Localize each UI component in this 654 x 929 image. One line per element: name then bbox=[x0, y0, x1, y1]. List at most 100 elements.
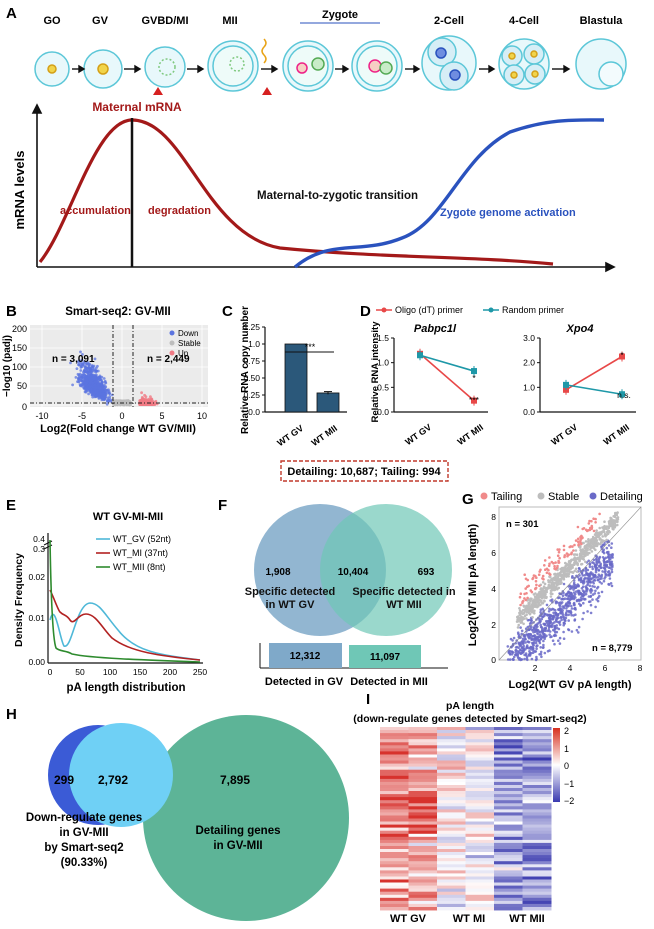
g-point-stable bbox=[567, 566, 571, 570]
heatmap-cell bbox=[437, 864, 466, 868]
i-col-mi: WT MI bbox=[453, 913, 485, 925]
heatmap-cell bbox=[522, 781, 552, 786]
heatmap-cell bbox=[380, 876, 409, 880]
c-ytick: 0.50 bbox=[243, 373, 260, 383]
g-point-detailing bbox=[573, 618, 577, 621]
g-point-detailing bbox=[608, 558, 611, 561]
panel-a-axes bbox=[31, 103, 616, 273]
g-point-tailing bbox=[545, 571, 549, 575]
volcano-xticks: -10 -5 0 5 10 bbox=[35, 411, 207, 421]
heatmap-cell bbox=[408, 742, 438, 746]
g-point-detailing bbox=[566, 605, 570, 608]
heatmap-cell bbox=[437, 897, 466, 902]
embryo-cells bbox=[34, 35, 627, 92]
g-point-detailing bbox=[579, 593, 583, 596]
panel-label-d: D bbox=[360, 303, 371, 320]
g-point-detailing bbox=[608, 566, 612, 570]
heatmap-cell bbox=[380, 742, 409, 746]
heatmap-cell bbox=[522, 846, 552, 850]
xtick: 2 bbox=[533, 663, 538, 673]
volcano-point-down bbox=[90, 388, 93, 391]
heatmap-cell bbox=[408, 727, 438, 731]
g-point-tailing bbox=[537, 573, 541, 576]
g-point-stable bbox=[587, 545, 591, 548]
g-point-stable bbox=[549, 595, 553, 598]
g-point-stable bbox=[545, 595, 548, 599]
heatmap-cell bbox=[522, 830, 552, 835]
g-point-detailing bbox=[564, 604, 568, 607]
g-point-tailing bbox=[558, 556, 561, 560]
g-point-stable bbox=[528, 601, 531, 605]
heatmap-cell bbox=[465, 858, 495, 862]
d1-sig-oligo: *** bbox=[469, 395, 480, 405]
volcano-point-down bbox=[96, 389, 100, 392]
g-point-detailing bbox=[585, 577, 589, 580]
e-ylabel: Density Frequency bbox=[13, 553, 25, 647]
g-point-detailing bbox=[539, 650, 543, 654]
g-point-stable bbox=[520, 619, 523, 622]
d2-point bbox=[619, 391, 625, 398]
g-point-detailing bbox=[518, 656, 521, 660]
volcano-point-stable bbox=[118, 403, 122, 407]
xtick: 0 bbox=[119, 411, 124, 421]
g-point-stable bbox=[567, 574, 570, 578]
c-sig-label: *** bbox=[305, 342, 316, 352]
heatmap-cell bbox=[437, 821, 466, 825]
xtick: -5 bbox=[78, 411, 86, 421]
g-point-stable bbox=[597, 534, 601, 538]
g-point-stable bbox=[582, 541, 585, 545]
volcano-point-down bbox=[80, 358, 84, 362]
g-point-detailing bbox=[591, 567, 594, 571]
heatmap-cell bbox=[408, 885, 438, 890]
g-point-stable bbox=[529, 599, 532, 603]
d1-xtick-mii: WT MII bbox=[456, 422, 485, 447]
g-point-detailing bbox=[506, 645, 510, 648]
volcano-point-stable bbox=[114, 399, 117, 403]
g-point-stable bbox=[531, 616, 534, 619]
g-point-detailing bbox=[575, 628, 579, 632]
g-point-detailing bbox=[581, 585, 585, 588]
g-point-tailing bbox=[590, 519, 593, 523]
heatmap-cell bbox=[465, 809, 495, 813]
g-point-detailing bbox=[591, 598, 594, 601]
heatmap-cell bbox=[522, 879, 552, 883]
g-point-stable bbox=[604, 534, 607, 538]
g-point-stable bbox=[571, 571, 575, 574]
g-point-stable bbox=[525, 604, 528, 608]
heatmap-cell bbox=[437, 812, 466, 816]
g-point-stable bbox=[616, 520, 619, 524]
g-point-stable bbox=[528, 612, 532, 616]
heatmap-cell bbox=[494, 839, 523, 844]
g-point-tailing bbox=[587, 522, 591, 525]
g-point-detailing bbox=[593, 579, 597, 582]
heatmap-cell bbox=[380, 900, 409, 905]
panel-label-e: E bbox=[6, 497, 16, 514]
g-point-detailing bbox=[567, 628, 570, 631]
volcano-point-down bbox=[108, 397, 111, 400]
g-point-stable bbox=[551, 579, 554, 582]
g-point-detailing bbox=[534, 641, 538, 645]
heatmap-cell bbox=[437, 833, 466, 838]
heatmap-cell bbox=[522, 766, 552, 771]
g-point-tailing bbox=[598, 512, 601, 516]
heatmap-cell bbox=[465, 833, 495, 838]
volcano-point-down bbox=[99, 383, 103, 387]
volcano-point-down bbox=[86, 380, 89, 383]
panel-a: A GO GV GVBD/MI MII Zygote 2-Cell 4-Cell… bbox=[6, 5, 627, 273]
maternal-mrna-label: Maternal mRNA bbox=[92, 100, 182, 114]
g-point-stable bbox=[592, 537, 596, 541]
g-point-stable bbox=[534, 592, 537, 595]
heatmap-cell bbox=[408, 897, 438, 902]
heatmap-cell bbox=[408, 809, 438, 813]
g-point-stable bbox=[610, 517, 613, 520]
g-point-detailing bbox=[581, 580, 585, 584]
i-col-mii: WT MII bbox=[509, 913, 544, 925]
g-point-detailing bbox=[550, 623, 554, 627]
g-point-detailing bbox=[561, 613, 565, 617]
heatmap-cell bbox=[522, 842, 552, 847]
heatmap-cell bbox=[494, 797, 523, 801]
volcano-point-down bbox=[75, 367, 79, 370]
heatmap-cell bbox=[494, 794, 523, 798]
heatmap-cell bbox=[465, 821, 495, 825]
g-point-tailing bbox=[548, 556, 551, 559]
